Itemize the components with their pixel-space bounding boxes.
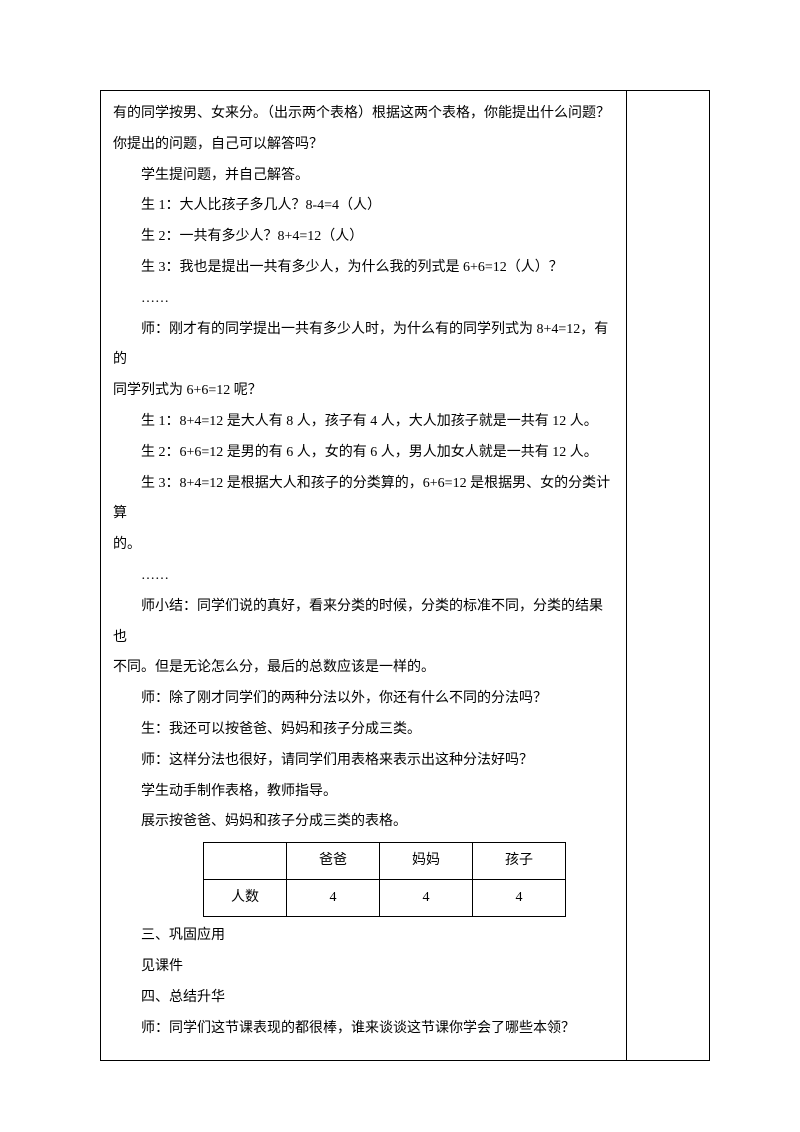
table-cell bbox=[204, 843, 287, 880]
table-row: 人数 4 4 4 bbox=[204, 880, 566, 917]
text-line: 见课件 bbox=[113, 952, 614, 983]
table-cell: 孩子 bbox=[473, 843, 566, 880]
text-line: 四、总结升华 bbox=[113, 983, 614, 1014]
text-line: 生 1：8+4=12 是大人有 8 人，孩子有 4 人，大人加孩子就是一共有 1… bbox=[113, 407, 614, 438]
text-line: …… bbox=[113, 284, 614, 315]
text-line: 展示按爸爸、妈妈和孩子分成三类的表格。 bbox=[113, 807, 614, 838]
table-row: 爸爸 妈妈 孩子 bbox=[204, 843, 566, 880]
text-line: 师：除了刚才同学们的两种分法以外，你还有什么不同的分法吗？ bbox=[113, 684, 614, 715]
classification-table: 爸爸 妈妈 孩子 人数 4 4 4 bbox=[203, 842, 566, 917]
text-line: 不同。但是无论怎么分，最后的总数应该是一样的。 bbox=[113, 653, 614, 684]
text-line: 师：刚才有的同学提出一共有多少人时，为什么有的同学列式为 8+4=12，有的 bbox=[113, 315, 614, 377]
table-cell: 爸爸 bbox=[287, 843, 380, 880]
table-cell: 4 bbox=[287, 880, 380, 917]
table-cell: 4 bbox=[380, 880, 473, 917]
text-line: …… bbox=[113, 561, 614, 592]
content-cell: 有的同学按男、女来分。（出示两个表格）根据这两个表格，你能提出什么问题？ 你提出… bbox=[101, 91, 627, 1061]
text-line: 有的同学按男、女来分。（出示两个表格）根据这两个表格，你能提出什么问题？ bbox=[113, 99, 614, 130]
text-line: 师小结：同学们说的真好，看来分类的时候，分类的标准不同，分类的结果也 bbox=[113, 592, 614, 654]
table-cell: 人数 bbox=[204, 880, 287, 917]
text-line: 生：我还可以按爸爸、妈妈和孩子分成三类。 bbox=[113, 715, 614, 746]
text-line: 你提出的问题，自己可以解答吗？ bbox=[113, 130, 614, 161]
outer-layout-table: 有的同学按男、女来分。（出示两个表格）根据这两个表格，你能提出什么问题？ 你提出… bbox=[100, 90, 710, 1061]
side-cell bbox=[627, 91, 710, 1061]
text-line: 师：同学们这节课表现的都很棒，谁来谈谈这节课你学会了哪些本领？ bbox=[113, 1014, 614, 1045]
text-line: 三、巩固应用 bbox=[113, 921, 614, 952]
table-cell: 4 bbox=[473, 880, 566, 917]
page: 有的同学按男、女来分。（出示两个表格）根据这两个表格，你能提出什么问题？ 你提出… bbox=[0, 0, 800, 1132]
text-line: 生 2：6+6=12 是男的有 6 人，女的有 6 人，男人加女人就是一共有 1… bbox=[113, 438, 614, 469]
table-cell: 妈妈 bbox=[380, 843, 473, 880]
text-line: 生 3：我也是提出一共有多少人，为什么我的列式是 6+6=12（人）？ bbox=[113, 253, 614, 284]
text-line: 师：这样分法也很好，请同学们用表格来表示出这种分法好吗？ bbox=[113, 746, 614, 777]
text-line: 的。 bbox=[113, 530, 614, 561]
text-line: 生 2：一共有多少人？8+4=12（人） bbox=[113, 222, 614, 253]
text-line: 生 3：8+4=12 是根据大人和孩子的分类算的，6+6=12 是根据男、女的分… bbox=[113, 469, 614, 531]
text-line: 学生动手制作表格，教师指导。 bbox=[113, 777, 614, 808]
text-line: 生 1：大人比孩子多几人？8-4=4（人） bbox=[113, 191, 614, 222]
text-line: 同学列式为 6+6=12 呢？ bbox=[113, 376, 614, 407]
text-line: 学生提问题，并自己解答。 bbox=[113, 161, 614, 192]
